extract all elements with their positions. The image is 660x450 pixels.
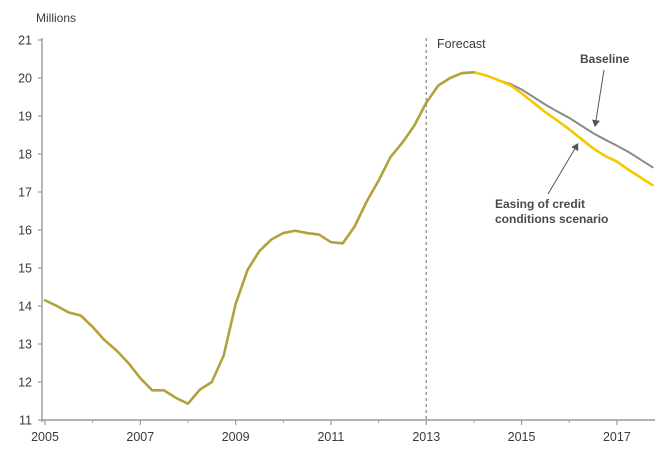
annotation-easing-line: Easing of credit bbox=[495, 197, 585, 211]
y-tick-label: 18 bbox=[18, 148, 32, 162]
x-axis: 2005 2007 2009 2011 2013 2015 2017 bbox=[31, 419, 655, 444]
x-tick-label: 2015 bbox=[508, 430, 536, 444]
annotation-baseline-arrow bbox=[592, 69, 605, 128]
annotation-easing-label: Easing of credit conditions scenario bbox=[495, 197, 608, 226]
y-tick-label: 12 bbox=[18, 376, 32, 390]
annotation-baseline-label: Baseline bbox=[580, 52, 630, 66]
y-tick-label: 19 bbox=[18, 110, 32, 124]
x-tick-label: 2013 bbox=[412, 430, 440, 444]
y-tick-label: 20 bbox=[18, 72, 32, 86]
x-tick-label: 2005 bbox=[31, 430, 59, 444]
forecast-marker: Forecast bbox=[425, 37, 486, 420]
x-tick-label: 2007 bbox=[126, 430, 154, 444]
y-tick-label: 21 bbox=[18, 34, 32, 48]
y-tick-label: 14 bbox=[18, 300, 32, 314]
y-axis-label: Millions bbox=[36, 11, 76, 25]
series-layer bbox=[43, 71, 654, 405]
y-tick-label: 15 bbox=[18, 262, 32, 276]
series-history-line bbox=[43, 71, 476, 405]
y-tick-label: 17 bbox=[18, 186, 32, 200]
series-baseline-line bbox=[472, 71, 654, 169]
x-tick-label: 2009 bbox=[222, 430, 250, 444]
forecast-label: Forecast bbox=[437, 37, 486, 51]
y-tick-label: 11 bbox=[19, 414, 32, 428]
x-tick-label: 2017 bbox=[603, 430, 631, 444]
series-easing-line bbox=[472, 71, 654, 187]
annotations: Baseline Easing of credit conditions scena… bbox=[495, 52, 630, 226]
y-tick-label: 13 bbox=[18, 338, 32, 352]
annotation-easing-line: conditions scenario bbox=[495, 212, 608, 226]
y-axis: 11 12 13 14 15 16 17 18 19 20 21 bbox=[18, 34, 43, 428]
annotation-easing-arrow bbox=[547, 143, 579, 195]
y-tick-label: 16 bbox=[18, 224, 32, 238]
x-tick-label: 2011 bbox=[317, 430, 344, 444]
